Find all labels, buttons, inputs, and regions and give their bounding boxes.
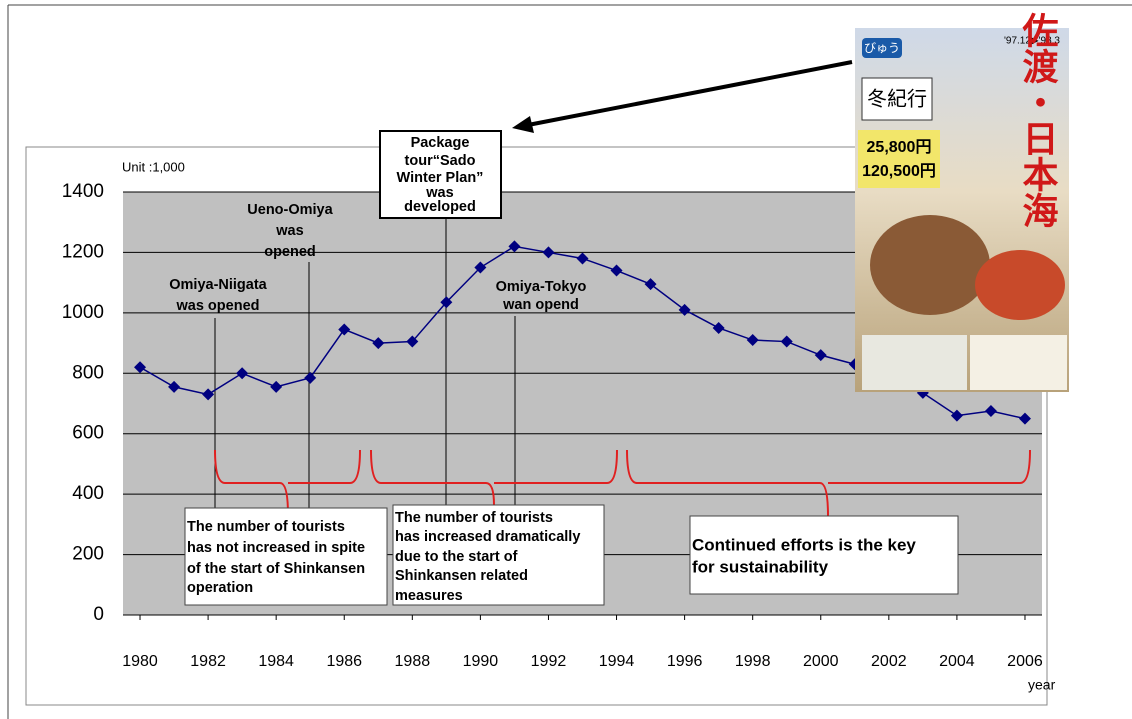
- x-tick-label: 1984: [258, 653, 294, 670]
- point: [202, 388, 215, 401]
- poster: びゅう '97.12▶'98.3 佐渡・日本海 冬紀行 25,800円 120,…: [855, 12, 1069, 392]
- x-tick-label: 1988: [395, 653, 431, 670]
- point: [950, 409, 963, 422]
- y-tick-label: 600: [72, 423, 104, 444]
- y-tick-label: 1200: [62, 241, 104, 262]
- event-label: Omiya-Tokyo: [496, 279, 587, 295]
- point: [508, 240, 521, 253]
- point: [270, 380, 283, 393]
- x-tick-label: 2006: [1007, 653, 1043, 670]
- poster-price2: 120,500円: [862, 162, 936, 180]
- x-tick-label: 1980: [122, 653, 158, 670]
- note-text: Shinkansen related: [395, 568, 528, 584]
- poster-badge-bg: [862, 38, 902, 58]
- event-label: tour“Sado: [405, 153, 476, 169]
- point: [372, 337, 385, 350]
- poster-price-bg: [858, 130, 940, 188]
- poster-badge: びゅう: [864, 41, 900, 55]
- event-label: was opened: [176, 298, 260, 314]
- bracket: [626, 449, 1031, 517]
- x-axis-label: year: [1028, 677, 1056, 693]
- x-tick-label: 1992: [531, 653, 567, 670]
- poster-crab: [975, 250, 1065, 320]
- event-label: Ueno-Omiya: [247, 202, 333, 218]
- poster-sub-bg: [861, 77, 933, 121]
- note-box: [392, 504, 605, 606]
- point: [542, 246, 555, 259]
- event-box: [379, 130, 502, 219]
- point: [712, 321, 725, 334]
- unit-label: Unit :1,000: [122, 159, 185, 174]
- point: [236, 367, 249, 380]
- event-label: was: [275, 223, 303, 239]
- poster-train: [862, 335, 967, 390]
- note-text: has not increased in spite: [187, 540, 365, 556]
- x-tick-label: 1982: [190, 653, 226, 670]
- y-tick-label: 1400: [62, 181, 104, 202]
- point: [1018, 412, 1031, 425]
- y-tick-label: 400: [72, 483, 104, 504]
- point: [168, 380, 181, 393]
- point: [576, 252, 589, 265]
- arrow-head: [512, 116, 534, 133]
- x-tick-label: 1994: [599, 653, 635, 670]
- y-tick-label: 200: [72, 544, 104, 565]
- note-text: for sustainability: [692, 557, 829, 576]
- note-text: The number of tourists: [187, 519, 345, 535]
- y-tick-label: 800: [72, 362, 104, 383]
- poster-text-area: [970, 335, 1067, 390]
- note-text: Continued efforts is the key: [692, 535, 916, 554]
- point: [610, 264, 623, 277]
- x-tick-label: 2002: [871, 653, 907, 670]
- poster-subtitle: 冬紀行: [867, 87, 927, 110]
- y-tick-label: 0: [93, 604, 104, 625]
- point: [780, 335, 793, 348]
- point: [678, 303, 691, 316]
- note-text: of the start of Shinkansen: [187, 561, 365, 577]
- point: [304, 371, 317, 384]
- y-tick-label: 1000: [62, 302, 104, 323]
- point: [338, 323, 351, 336]
- event-label: wan opend: [502, 297, 579, 313]
- event-label: opened: [264, 244, 316, 260]
- poster-food: [870, 215, 990, 315]
- x-tick-label: 1990: [463, 653, 499, 670]
- point: [644, 278, 657, 291]
- point: [814, 349, 827, 362]
- event-label: Package: [411, 135, 470, 151]
- x-tick-label: 1998: [735, 653, 771, 670]
- point: [746, 334, 759, 347]
- bracket: [214, 449, 361, 516]
- bracket: [370, 449, 618, 506]
- x-tick-label: 2000: [803, 653, 839, 670]
- point: [474, 261, 487, 274]
- note-text: has increased dramatically: [395, 529, 580, 545]
- point: [406, 335, 419, 348]
- point: [440, 296, 453, 309]
- arrow: [527, 60, 853, 127]
- note-text: operation: [187, 580, 253, 596]
- note-box: [184, 507, 388, 606]
- event-label: developed: [404, 199, 476, 215]
- event-label: Winter Plan”: [397, 170, 484, 186]
- event-label: was: [425, 185, 453, 201]
- poster-title: 佐渡・日本海: [1017, 12, 1059, 228]
- x-tick-label: 1986: [326, 653, 362, 670]
- note-box: [689, 515, 959, 595]
- note-text: The number of tourists: [395, 510, 553, 526]
- note-text: due to the start of: [395, 549, 518, 565]
- note-text: measures: [395, 588, 463, 604]
- poster-price1: 25,800円: [867, 138, 932, 156]
- x-tick-label: 1996: [667, 653, 703, 670]
- point: [134, 361, 147, 374]
- event-label: Omiya-Niigata: [169, 277, 267, 293]
- point: [984, 405, 997, 418]
- x-tick-label: 2004: [939, 653, 975, 670]
- poster-date: '97.12▶'98.3: [1004, 36, 1060, 47]
